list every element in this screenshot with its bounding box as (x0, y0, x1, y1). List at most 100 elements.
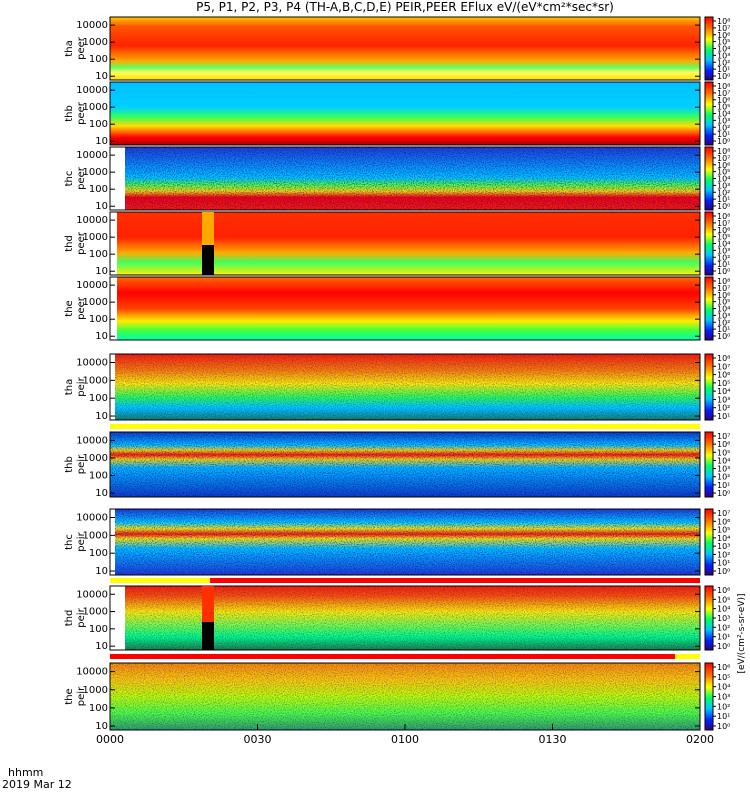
colorbar-tick-label: 10⁶ (717, 31, 730, 40)
colorbar-tick-label: 10⁴ (717, 605, 730, 614)
colorbar-tick-label: 10¹ (717, 481, 730, 490)
y-tick-label: 10 (95, 136, 108, 147)
y-tick-label: 10000 (76, 667, 108, 678)
colorbar-tick-label: 10⁰ (717, 72, 730, 81)
colorbar-tick-label: 10⁶ (717, 161, 730, 170)
y-tick-label: 1000 (83, 453, 108, 464)
flag-bar (210, 578, 700, 583)
colorbar-tick-label: 10⁴ (717, 240, 730, 249)
colorbar-tick-label: 10⁵ (717, 103, 730, 112)
speckle-noise (115, 509, 700, 575)
colorbar-tick-label: 10⁷ (717, 284, 730, 293)
colorbar-tick-label: 10⁵ (717, 448, 730, 457)
y-tick-label: 10 (95, 566, 108, 577)
colorbar (704, 81, 714, 146)
y-tick-label: 1000 (83, 232, 108, 243)
colorbar (704, 662, 714, 731)
y-tick-label: 10000 (76, 85, 108, 96)
speckle-noise (110, 663, 700, 730)
flag-bar (110, 424, 700, 429)
speckle-noise (125, 586, 700, 650)
y-tick-label: 1000 (83, 375, 108, 386)
y-tick-label: 100 (89, 314, 108, 325)
spectrogram-field (117, 212, 700, 275)
y-tick-label: 10000 (76, 589, 108, 600)
panel-ylabel: tha (64, 379, 75, 395)
colorbar-tick-label: 10⁷ (717, 432, 730, 441)
y-tick-label: 10 (95, 71, 108, 82)
y-tick-label: 10000 (76, 215, 108, 226)
colorbar-tick-label: 10³ (717, 311, 730, 320)
panel-ylabel: thd (64, 235, 75, 252)
spectrogram-field (110, 82, 700, 145)
colorbar-tick-label: 10⁷ (717, 24, 730, 33)
x-tick-label: 0100 (391, 733, 419, 746)
panel-ylabel: thc (64, 534, 75, 550)
colorbar-tick-label: 10¹ (717, 260, 730, 269)
colorbar (704, 211, 714, 276)
colorbar-tick-label: 10² (717, 702, 730, 711)
y-tick-label: 1000 (83, 297, 108, 308)
colorbar-tick-label: 10⁰ (717, 332, 730, 341)
panel-ylabel: peer (76, 36, 87, 60)
colorbar-tick-label: 10⁶ (717, 663, 730, 672)
y-tick-label: 1000 (83, 530, 108, 541)
panel-frame (109, 276, 701, 341)
y-tick-label: 10000 (76, 513, 108, 524)
colorbar-tick-label: 10³ (717, 51, 730, 60)
panel-ylabel: peir (76, 686, 87, 706)
y-tick-label: 100 (89, 54, 108, 65)
colorbar (704, 585, 714, 651)
y-tick-label: 100 (89, 703, 108, 714)
colorbar-tick-label: 10⁰ (717, 267, 730, 276)
colorbar (704, 16, 714, 81)
panel-ylabel: the (64, 688, 75, 704)
y-tick-label: 10000 (76, 358, 108, 369)
colorbar-tick-label: 10¹ (717, 325, 730, 334)
y-tick-label: 1000 (83, 167, 108, 178)
colorbar-tick-label: 10⁰ (717, 722, 730, 731)
colorbar-tick-label: 10¹ (717, 712, 730, 721)
speckle-noise (115, 354, 700, 420)
colorbar-tick-label: 10⁵ (717, 673, 730, 682)
y-tick-label: 10 (95, 201, 108, 212)
panel-frame (109, 585, 701, 651)
date-label: 2019 Mar 12 (2, 778, 72, 791)
panel-frame (109, 211, 701, 276)
colorbar-tick-label: 10⁶ (717, 96, 730, 105)
colorbar-tick-label: 10³ (717, 542, 730, 551)
y-tick-label: 100 (89, 119, 108, 130)
colorbar-tick-label: 10⁷ (717, 362, 730, 371)
panel-ylabel: peer (76, 101, 87, 125)
colorbar-tick-label: 10² (717, 623, 730, 632)
panel-frame (109, 146, 701, 211)
flag-bar (110, 578, 210, 583)
spectrogram-field (110, 17, 700, 80)
colorbar-tick-label: 10⁴ (717, 683, 730, 692)
colorbar-tick-label: 10⁶ (717, 226, 730, 235)
x-tick-label: 0130 (539, 733, 567, 746)
colorbar (704, 276, 714, 341)
colorbar-tick-label: 10² (717, 123, 730, 132)
y-tick-label: 10000 (76, 435, 108, 446)
colorbar-tick-label: 10³ (717, 614, 730, 623)
colorbar-tick-label: 10² (717, 188, 730, 197)
colorbar-tick-label: 10⁶ (717, 371, 730, 380)
y-tick-label: 10 (95, 488, 108, 499)
colorbar-tick-label: 10⁴ (717, 110, 730, 119)
colorbar-tick-label: 10¹ (717, 633, 730, 642)
y-tick-label: 10000 (76, 280, 108, 291)
colorbar-tick-label: 10⁷ (717, 154, 730, 163)
y-tick-label: 100 (89, 184, 108, 195)
colorbar-tick-label: 10³ (717, 181, 730, 190)
y-tick-label: 100 (89, 548, 108, 559)
colorbar-tick-label: 10⁷ (717, 219, 730, 228)
colorbar-tick-label: 10³ (717, 395, 730, 404)
panel-ylabel: peer (76, 296, 87, 320)
y-tick-label: 10 (95, 721, 108, 732)
